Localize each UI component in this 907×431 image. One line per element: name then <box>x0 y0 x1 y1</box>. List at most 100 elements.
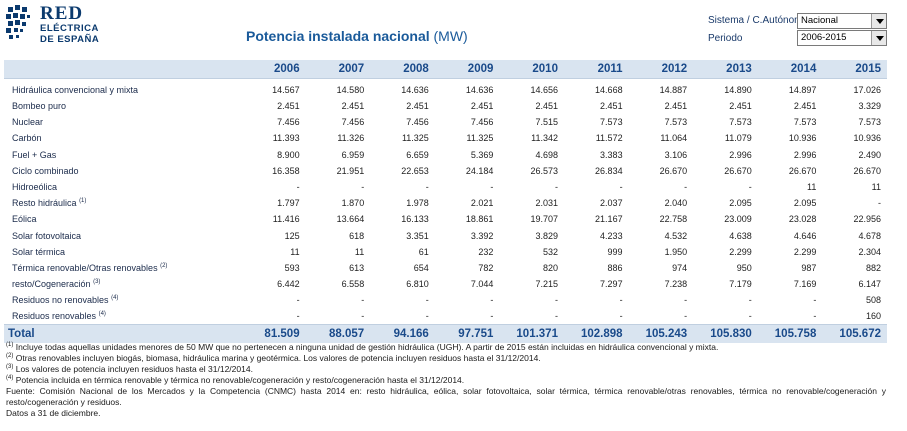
row-label: Solar térmica <box>4 244 241 260</box>
table-cell: 11.325 <box>401 133 429 144</box>
table-cell: 2.299 <box>729 246 752 257</box>
table-cell: 22.653 <box>401 165 429 176</box>
table-total-row: Total 81.509 88.057 94.166 97.751 101.371 102.… <box>4 324 887 343</box>
table-cell: 22.758 <box>659 214 688 225</box>
table-row: Carbón 11.393 11.326 11.325 11.325 11.342 11.5… <box>4 130 887 146</box>
row-label-text: Fuel + Gas <box>12 149 57 160</box>
table-cell: 1.950 <box>664 246 688 257</box>
table-cell: 4.698 <box>535 149 558 160</box>
logo-text-electrica: ELÉCTRICA <box>40 23 99 34</box>
footnote-mark: (1) <box>6 342 14 349</box>
row-label-text: Solar térmica <box>12 246 66 257</box>
table-cell: 7.169 <box>793 279 817 290</box>
total-label: Total <box>4 324 242 343</box>
footnote-text: Otras renovables incluyen biogás, biomas… <box>15 353 541 363</box>
periodo-label: Periodo <box>708 33 743 44</box>
row-label: Eólica <box>4 211 241 227</box>
table-cell: 2.095 <box>793 198 817 209</box>
table-cell: 4.678 <box>858 230 881 241</box>
table-row: Fuel + Gas 8.900 6.959 6.659 5.369 4.698 3.383… <box>4 147 887 163</box>
row-label: Ciclo combinado <box>4 163 241 179</box>
table-cell: 11 <box>807 182 817 193</box>
table-row: Bombeo puro 2.451 2.451 2.451 2.451 2.451 2.45… <box>4 98 887 114</box>
row-label-text: Ciclo combinado <box>12 165 79 176</box>
year-header: 2006 <box>241 60 306 79</box>
table-cell: - <box>296 311 300 322</box>
footnote: (2) Otras renovables incluyen biogás, bi… <box>6 353 886 364</box>
year-header: 2011 <box>563 60 629 79</box>
table-cell: 26.670 <box>724 165 752 176</box>
table-cell: 820 <box>542 262 558 273</box>
table-cell: 1.870 <box>341 198 365 209</box>
periodo-select[interactable]: 2006-2015 <box>797 30 887 46</box>
source-note: Fuente: Comisión Nacional de los Mercado… <box>6 386 886 407</box>
table-cell: 11.325 <box>466 133 494 144</box>
table-cell: 3.351 <box>406 230 429 241</box>
table-cell: 14.580 <box>336 85 365 96</box>
table-cell: 21.951 <box>336 165 365 176</box>
year-header: 2014 <box>757 60 823 79</box>
table-cell: 22.956 <box>853 214 881 225</box>
table-cell: - <box>619 295 623 306</box>
table-cell: - <box>490 182 494 193</box>
table-cell: 16.358 <box>272 165 300 176</box>
table-cell: 14.668 <box>595 85 623 96</box>
total-cell: 97.751 <box>434 324 500 343</box>
table-cell: 2.451 <box>535 101 558 112</box>
table-cell: 232 <box>478 246 494 257</box>
table-cell: 7.456 <box>277 117 300 128</box>
row-label-text: Residuos no renovables <box>12 295 109 306</box>
table-cell: - <box>296 182 300 193</box>
table-cell: - <box>554 295 558 306</box>
sistema-select[interactable]: Nacional <box>797 13 887 29</box>
table-cell: 7.456 <box>470 117 494 128</box>
footnotes: (1) Incluye todas aquellas unidades meno… <box>6 342 886 419</box>
page-title: Potencia instalada nacional (MW) <box>246 28 468 44</box>
row-label-text: Bombeo puro <box>12 101 67 112</box>
total-cell: 81.509 <box>241 324 306 343</box>
table-cell: 11.416 <box>272 214 300 225</box>
table-cell: 26.834 <box>595 165 623 176</box>
table-cell: 6.558 <box>341 279 365 290</box>
row-label: Hidráulica convencional y mixta <box>4 78 241 98</box>
footnote: (3) Los valores de potencia incluyen res… <box>6 364 886 375</box>
row-footnote-mark: (3) <box>93 279 101 286</box>
total-cell: 88.057 <box>305 324 371 343</box>
table-cell: - <box>361 182 365 193</box>
table-cell: - <box>878 198 881 209</box>
table-row: Nuclear 7.456 7.456 7.456 7.456 7.515 7.573 7.5… <box>4 114 887 130</box>
table-cell: - <box>813 311 817 322</box>
table-cell: 11.064 <box>660 133 688 144</box>
table-cell: 999 <box>607 246 623 257</box>
row-label: Hidroeólica <box>4 179 241 195</box>
year-header: 2012 <box>628 60 694 79</box>
table-cell: - <box>296 295 300 306</box>
total-cell: 94.166 <box>370 324 435 343</box>
table-cell: - <box>554 311 558 322</box>
table-row: Ciclo combinado 16.358 21.951 22.653 24.184 2… <box>4 163 887 179</box>
table-cell: 11 <box>871 182 881 193</box>
table-cell: 21.167 <box>595 214 623 225</box>
table-cell: 7.456 <box>341 117 365 128</box>
table-cell: 2.996 <box>793 149 817 160</box>
year-header: 2007 <box>305 60 371 79</box>
row-label-text: resto/Cogeneración <box>12 279 91 290</box>
row-label: resto/Cogeneración (3) <box>4 276 241 292</box>
table-cell: 18.861 <box>465 214 494 225</box>
chevron-down-icon[interactable] <box>871 14 886 28</box>
table-cell: 613 <box>349 262 365 273</box>
footnote-mark: (4) <box>6 375 14 382</box>
row-label-text: Resto hidráulica <box>12 198 77 209</box>
chevron-down-icon[interactable] <box>871 31 886 45</box>
row-label: Fuel + Gas <box>4 147 241 163</box>
table-cell: 2.095 <box>729 198 752 209</box>
table-cell: 1.978 <box>406 198 429 209</box>
table-cell: 4.233 <box>600 230 623 241</box>
table-cell: 6.810 <box>406 279 429 290</box>
table-cell: 7.573 <box>793 117 817 128</box>
table-cell: 7.515 <box>535 117 558 128</box>
total-cell: 101.371 <box>499 324 564 343</box>
table-cell: 4.638 <box>729 230 752 241</box>
row-label-text: Nuclear <box>12 117 44 128</box>
table-cell: 3.106 <box>664 149 688 160</box>
